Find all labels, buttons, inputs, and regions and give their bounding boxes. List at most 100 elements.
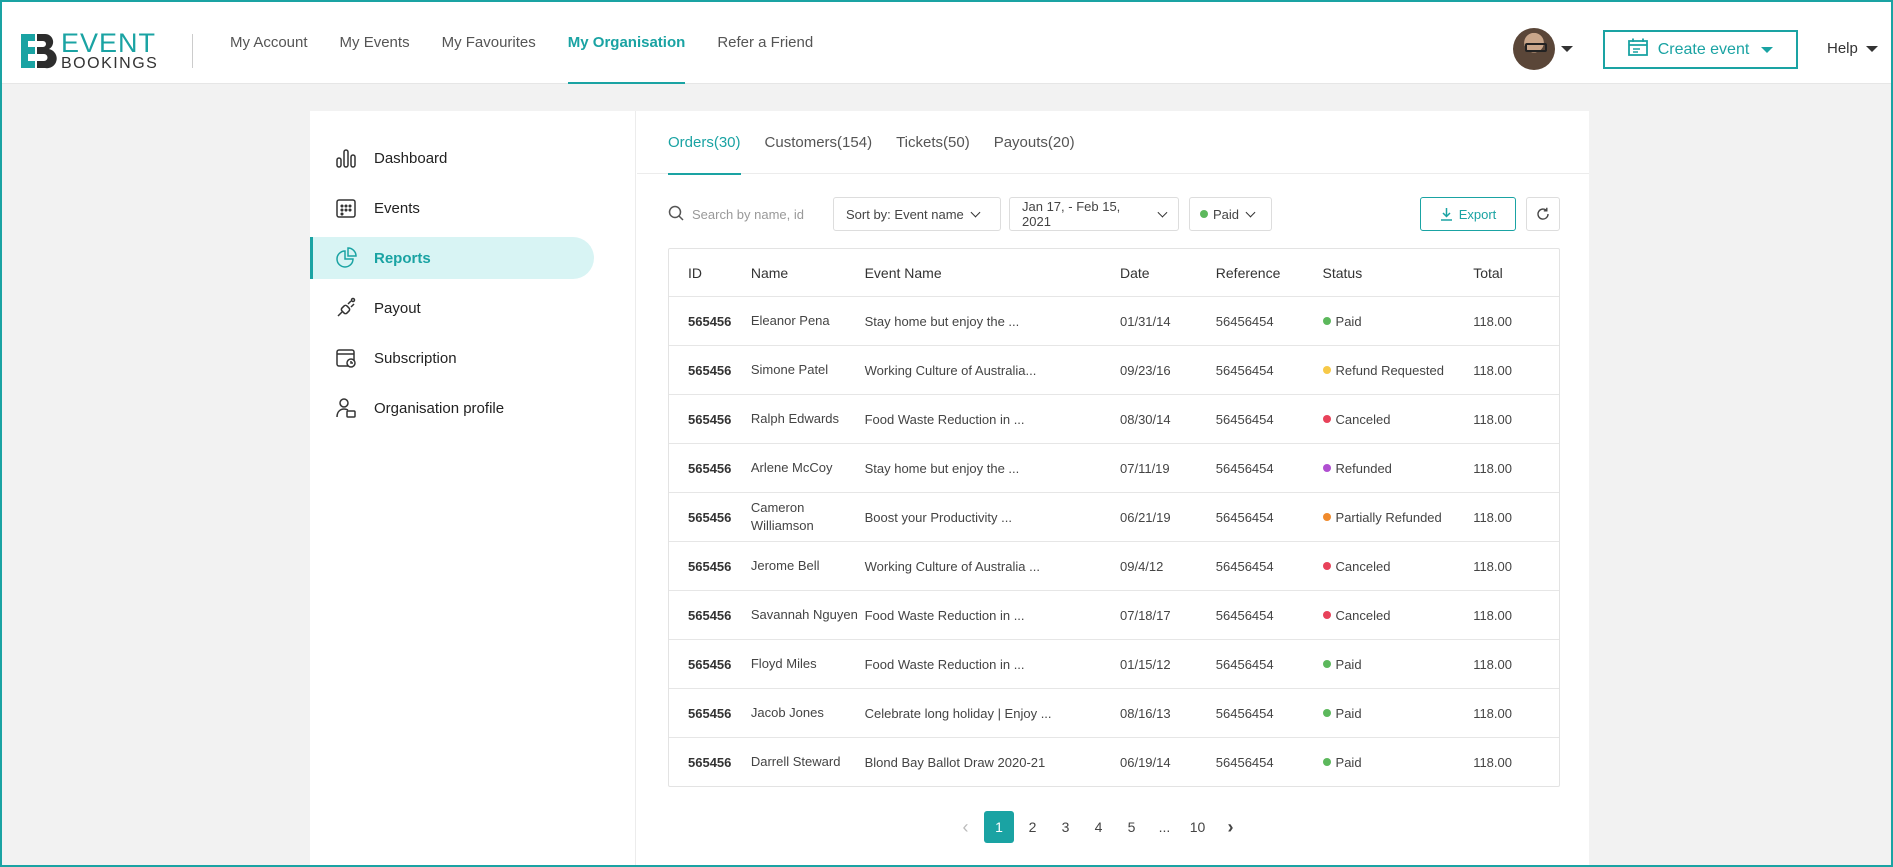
- sidebar-item-reports[interactable]: Reports: [310, 237, 594, 279]
- table-row[interactable]: 565456 Ralph Edwards Food Waste Reduction …: [669, 394, 1559, 443]
- sidebar-item-organisation-profile[interactable]: Organisation profile: [310, 387, 594, 429]
- main-panel: Dashboard Events Reports Payout Subscrip…: [310, 111, 1589, 867]
- cell-total: 118.00: [1473, 362, 1512, 378]
- nav-refer-a-friend[interactable]: Refer a Friend: [717, 33, 814, 51]
- search-input[interactable]: [692, 206, 822, 222]
- page-number[interactable]: 1: [984, 811, 1014, 843]
- column-header-total[interactable]: Total: [1473, 264, 1503, 281]
- cell-date: 08/30/14: [1120, 411, 1171, 427]
- sidebar-item-dashboard[interactable]: Dashboard: [310, 137, 594, 179]
- sidebar-item-events[interactable]: Events: [310, 187, 594, 229]
- sidebar-item-subscription[interactable]: Subscription: [310, 337, 594, 379]
- status-label: Canceled: [1335, 558, 1391, 574]
- page-number[interactable]: 10: [1189, 819, 1206, 835]
- user-menu[interactable]: [1513, 28, 1573, 70]
- cell-name: Savannah Nguyen: [750, 607, 858, 622]
- table-row[interactable]: 565456 Arlene McCoy Stay home but enjoy th…: [669, 443, 1559, 492]
- help-label: Help: [1827, 40, 1858, 57]
- export-button[interactable]: Export: [1420, 197, 1516, 231]
- chevron-down-icon: [1157, 207, 1168, 217]
- cell-date: 09/23/16: [1120, 362, 1171, 378]
- table-row[interactable]: 565456 Floyd Miles Food Waste Reduction in…: [669, 639, 1559, 688]
- table-row[interactable]: 565456 Darrell Steward Blond Bay Ballot Dr…: [669, 737, 1559, 786]
- avatar[interactable]: [1513, 28, 1555, 70]
- cell-event-name: Working Culture of Australia ...: [864, 558, 1040, 574]
- sort-label: Sort by: Event name: [846, 206, 964, 222]
- create-event-button[interactable]: Create event: [1603, 30, 1798, 69]
- orders-content: Orders(30) Customers(154) Tickets(50) Pa…: [637, 111, 1589, 867]
- refresh-icon: [1536, 207, 1550, 221]
- top-header: EVENT BOOKINGS My Account My Events My F…: [0, 0, 1893, 84]
- tab-orders[interactable]: Orders(30): [668, 111, 741, 175]
- column-header-reference[interactable]: Reference: [1215, 264, 1281, 281]
- chevron-down-icon: [970, 207, 981, 217]
- status-label: Paid: [1335, 754, 1362, 770]
- status-filter-dropdown[interactable]: Paid: [1189, 197, 1272, 231]
- column-header-status[interactable]: Status: [1322, 264, 1363, 281]
- cell-event-name: Stay home but enjoy the ...: [864, 313, 1020, 329]
- brand-logo[interactable]: EVENT BOOKINGS: [19, 30, 158, 72]
- status-label: Paid: [1335, 313, 1362, 329]
- cell-id: 565456: [688, 754, 732, 770]
- column-header-id[interactable]: ID: [688, 264, 702, 281]
- help-menu[interactable]: Help: [1827, 40, 1878, 57]
- table-header-row: ID Name Event Name Date Reference Status…: [669, 249, 1559, 296]
- column-header-date[interactable]: Date: [1120, 264, 1150, 281]
- prev-page-icon[interactable]: ‹: [962, 816, 969, 837]
- column-header-name[interactable]: Name: [750, 264, 789, 281]
- cell-name: Jerome Bell: [750, 558, 820, 573]
- next-page-icon[interactable]: ›: [1227, 816, 1234, 837]
- cell-reference: 56456454: [1215, 754, 1274, 770]
- cell-name: Ralph Edwards: [750, 411, 840, 426]
- sidebar-item-label: Events: [374, 199, 420, 217]
- cell-reference: 56456454: [1215, 411, 1274, 427]
- refresh-button[interactable]: [1526, 197, 1560, 231]
- page-number[interactable]: 3: [1061, 819, 1070, 835]
- orders-table: ID Name Event Name Date Reference Status…: [668, 248, 1560, 787]
- table-row[interactable]: 565456 Jerome Bell Working Culture of Aust…: [669, 541, 1559, 590]
- tab-customers[interactable]: Customers(154): [764, 134, 873, 151]
- status-label: Refund Requested: [1335, 362, 1444, 378]
- cell-event-name: Food Waste Reduction in ...: [864, 411, 1025, 427]
- nav-my-account[interactable]: My Account: [230, 33, 308, 51]
- cell-name: Eleanor Pena: [750, 313, 830, 328]
- chevron-down-icon: [1561, 46, 1573, 52]
- table-row[interactable]: 565456 Savannah Nguyen Food Waste Reductio…: [669, 590, 1559, 639]
- table-body: 565456 Eleanor Pena Stay home but enjoy th…: [669, 296, 1559, 786]
- status-label: Canceled: [1335, 607, 1391, 623]
- cell-event-name: Stay home but enjoy the ...: [864, 460, 1020, 476]
- cell-name: Cameron Williamson: [750, 500, 814, 533]
- nav-my-events[interactable]: My Events: [339, 33, 410, 51]
- cell-id: 565456: [688, 411, 732, 427]
- page-number[interactable]: 2: [1028, 819, 1037, 835]
- cell-date: 01/15/12: [1120, 656, 1171, 672]
- export-label: Export: [1458, 206, 1497, 222]
- page-number[interactable]: 4: [1094, 819, 1103, 835]
- column-header-event-name[interactable]: Event Name: [864, 264, 942, 281]
- cell-date: 08/16/13: [1120, 705, 1171, 721]
- nav-my-favourites[interactable]: My Favourites: [441, 33, 536, 51]
- sidebar-item-payout[interactable]: Payout: [310, 287, 594, 329]
- status-dot: [1322, 513, 1331, 521]
- date-range-picker[interactable]: Jan 17, - Feb 15, 2021: [1009, 197, 1179, 231]
- cell-name: Arlene McCoy: [750, 460, 833, 475]
- status-dot: [1322, 562, 1331, 570]
- cell-date: 09/4/12: [1120, 558, 1164, 574]
- sort-dropdown[interactable]: Sort by: Event name: [833, 197, 1001, 231]
- search-icon: [668, 205, 684, 224]
- cell-total: 118.00: [1473, 460, 1512, 476]
- chevron-down-icon: [1865, 45, 1878, 52]
- table-row[interactable]: 565456 Cameron Williamson Boost your Produ…: [669, 492, 1559, 541]
- tab-tickets[interactable]: Tickets(50): [896, 134, 970, 151]
- cell-name: Darrell Steward: [750, 754, 841, 769]
- orders-toolbar: Sort by: Event name Jan 17, - Feb 15, 20…: [668, 197, 1561, 231]
- table-row[interactable]: 565456 Eleanor Pena Stay home but enjoy th…: [669, 296, 1559, 345]
- table-row[interactable]: 565456 Simone Patel Working Culture of Aus…: [669, 345, 1559, 394]
- cell-total: 118.00: [1473, 411, 1512, 427]
- table-row[interactable]: 565456 Jacob Jones Celebrate long holiday …: [669, 688, 1559, 737]
- cell-date: 06/21/19: [1120, 509, 1171, 525]
- tab-payouts[interactable]: Payouts(20): [993, 134, 1075, 151]
- nav-my-organisation[interactable]: My Organisation: [567, 0, 685, 84]
- page-number[interactable]: 5: [1127, 819, 1136, 835]
- cell-event-name: Food Waste Reduction in ...: [864, 656, 1025, 672]
